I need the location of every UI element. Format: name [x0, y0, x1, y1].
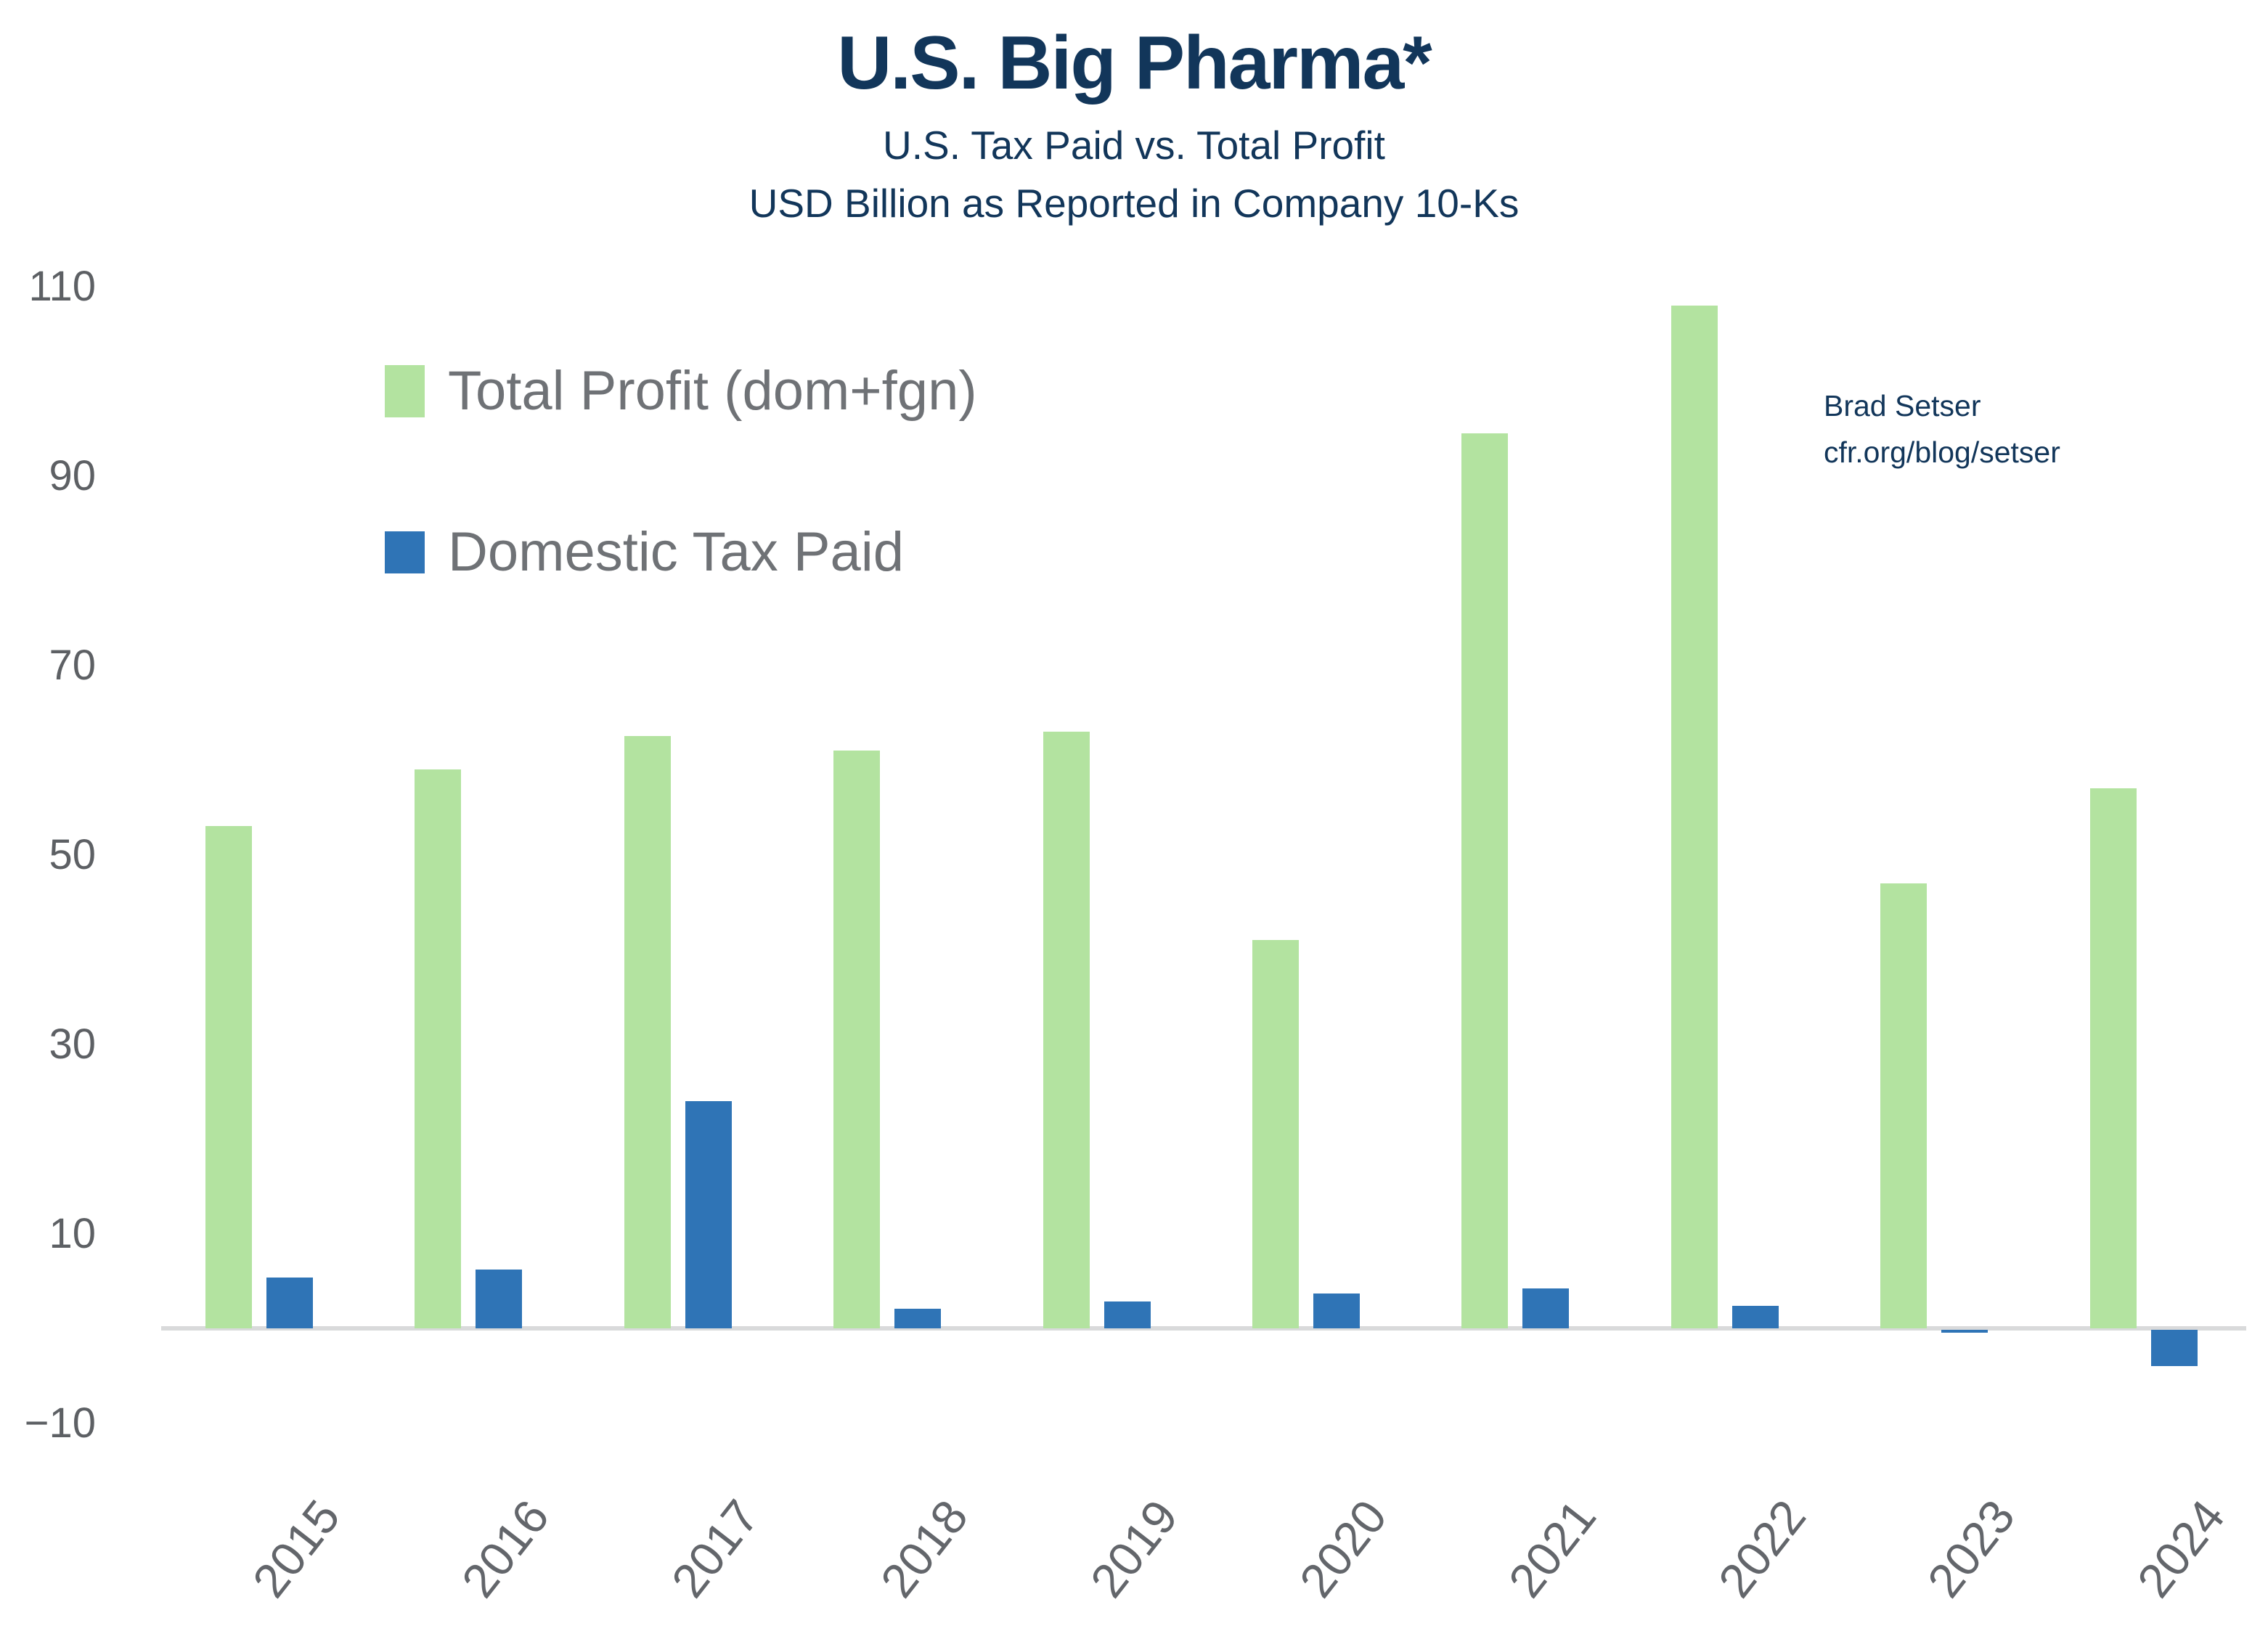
bar-total-profit-2023 — [1880, 883, 1927, 1328]
bar-total-profit-2015 — [205, 826, 252, 1328]
chart-subtitle: U.S. Tax Paid vs. Total Profit — [883, 123, 1385, 168]
bar-domestic-tax-2016 — [476, 1270, 522, 1328]
x-axis-label-2024: 2024 — [2126, 1489, 2235, 1607]
x-axis-baseline — [161, 1326, 2246, 1331]
legend-item-total-profit: Total Profit (dom+fgn) — [385, 359, 977, 422]
legend-swatch-total-profit-icon — [385, 364, 425, 417]
x-axis-label-2022: 2022 — [1708, 1489, 1816, 1607]
x-axis-label-2019: 2019 — [1080, 1489, 1188, 1607]
y-tick-label--10: −10 — [24, 1399, 96, 1447]
y-tick-label-10: 10 — [49, 1209, 96, 1257]
legend-item-domestic-tax: Domestic Tax Paid — [385, 520, 904, 584]
legend-label-total-profit: Total Profit (dom+fgn) — [448, 360, 977, 422]
x-axis-label-2021: 2021 — [1498, 1489, 1607, 1607]
bar-domestic-tax-2019 — [1104, 1301, 1151, 1328]
chart-units-subtitle: USD Billion as Reported in Company 10-Ks — [748, 181, 1520, 226]
bar-total-profit-2016 — [415, 769, 461, 1328]
x-axis-label-2018: 2018 — [870, 1489, 979, 1607]
y-tick-label-70: 70 — [49, 641, 96, 689]
bar-domestic-tax-2021 — [1522, 1288, 1569, 1328]
bar-domestic-tax-2023 — [1941, 1330, 1988, 1333]
bar-total-profit-2018 — [833, 750, 880, 1328]
y-tick-label-90: 90 — [49, 451, 96, 499]
x-axis-label-2020: 2020 — [1289, 1489, 1398, 1607]
bar-total-profit-2021 — [1461, 433, 1508, 1328]
bar-domestic-tax-2020 — [1313, 1293, 1360, 1328]
bar-domestic-tax-2015 — [266, 1277, 313, 1328]
legend-swatch-domestic-tax-icon — [385, 531, 425, 573]
bar-domestic-tax-2018 — [894, 1308, 941, 1328]
bar-total-profit-2017 — [624, 736, 671, 1328]
bar-total-profit-2019 — [1043, 731, 1090, 1328]
x-axis-label-2023: 2023 — [1917, 1489, 2026, 1607]
y-tick-label-50: 50 — [49, 830, 96, 878]
y-tick-label-30: 30 — [49, 1020, 96, 1068]
bar-domestic-tax-2024 — [2151, 1330, 2198, 1366]
bar-total-profit-2020 — [1252, 939, 1299, 1328]
bar-total-profit-2024 — [2090, 788, 2137, 1328]
credit-url: cfr.org/blog/setser — [1824, 435, 2060, 469]
bar-domestic-tax-2017 — [685, 1100, 732, 1328]
credit-note: Brad Setser cfr.org/blog/setser — [1824, 383, 2060, 475]
bar-domestic-tax-2022 — [1732, 1305, 1779, 1328]
page-title: U.S. Big Pharma* — [837, 21, 1432, 105]
x-axis-label-2017: 2017 — [661, 1489, 770, 1607]
bar-total-profit-2022 — [1671, 305, 1718, 1328]
y-tick-label-110: 110 — [28, 262, 96, 310]
x-axis-label-2015: 2015 — [242, 1489, 351, 1607]
legend-label-domestic-tax: Domestic Tax Paid — [448, 521, 904, 583]
credit-author: Brad Setser — [1824, 389, 1981, 422]
x-axis-label-2016: 2016 — [451, 1489, 560, 1607]
